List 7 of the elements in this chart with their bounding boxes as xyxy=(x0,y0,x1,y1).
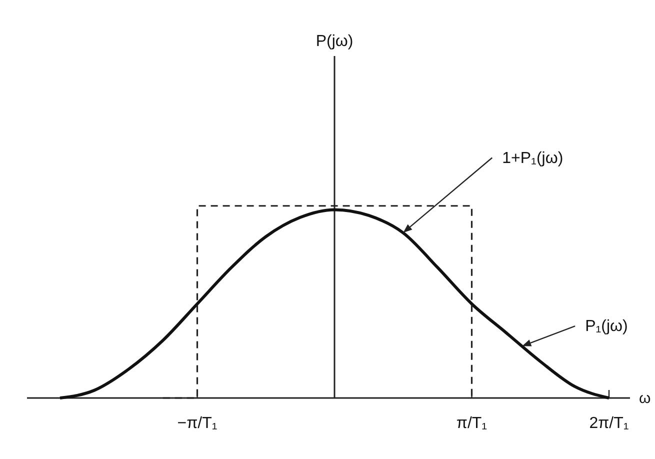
text: P(jω) xyxy=(316,33,354,50)
text: 1+P₁(jω) xyxy=(502,150,564,167)
x-tick-label: −π/T₁ xyxy=(177,415,218,432)
x-tick-label: 2π/T₁ xyxy=(589,415,629,432)
x-axis-title: ω xyxy=(639,390,651,407)
x-tick-label: π/T₁ xyxy=(456,415,488,432)
annotation: P₁(jω) xyxy=(585,318,628,336)
